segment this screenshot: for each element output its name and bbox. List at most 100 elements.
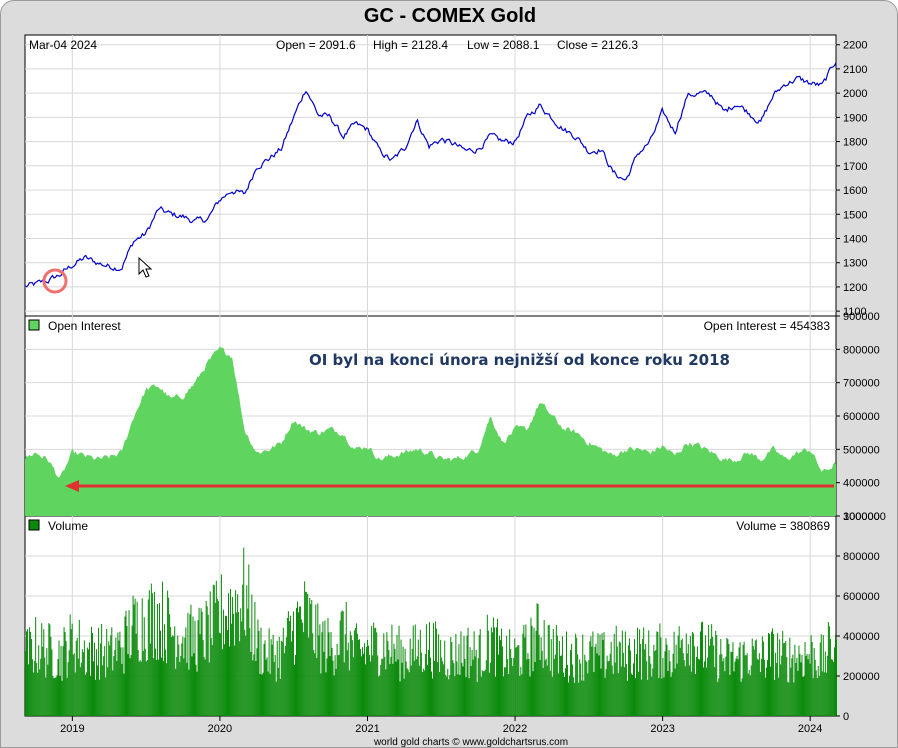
volume-bar bbox=[831, 659, 833, 716]
volume-bar bbox=[80, 662, 82, 716]
volume-bar bbox=[140, 661, 142, 716]
volume-bar bbox=[369, 654, 371, 716]
volume-bar bbox=[350, 635, 352, 716]
volume-bar bbox=[315, 604, 317, 716]
volume-bar bbox=[506, 635, 508, 716]
volume-bar bbox=[87, 649, 89, 716]
volume-bar bbox=[629, 650, 631, 716]
volume-bar bbox=[800, 662, 802, 716]
volume-bar bbox=[421, 672, 423, 716]
y-tick-label: 400000 bbox=[843, 478, 880, 490]
volume-bar bbox=[136, 601, 138, 716]
volume-bar bbox=[121, 663, 123, 716]
volume-bar bbox=[52, 676, 54, 716]
volume-bar bbox=[291, 630, 293, 716]
volume-bar bbox=[31, 639, 33, 716]
volume-bar bbox=[385, 669, 387, 716]
volume-bar bbox=[244, 630, 246, 716]
volume-bar bbox=[354, 628, 356, 716]
volume-bar bbox=[308, 637, 310, 716]
volume-bar bbox=[439, 672, 441, 716]
volume-bar bbox=[764, 677, 766, 716]
volume-bar bbox=[783, 643, 785, 716]
volume-bar bbox=[124, 616, 126, 716]
volume-bar bbox=[801, 655, 803, 716]
open-interest-area bbox=[25, 347, 836, 516]
volume-bar bbox=[46, 648, 48, 716]
volume-bar bbox=[802, 677, 804, 716]
volume-bar bbox=[494, 676, 496, 716]
volume-bar bbox=[762, 641, 764, 716]
volume-bar bbox=[77, 658, 79, 716]
volume-bar bbox=[25, 651, 26, 716]
volume-bar bbox=[149, 643, 151, 716]
volume-bar bbox=[530, 617, 532, 716]
volume-bar bbox=[695, 656, 697, 716]
volume-bar bbox=[731, 652, 733, 716]
volume-bar bbox=[679, 647, 681, 716]
volume-bar bbox=[40, 658, 42, 716]
volume-bar bbox=[305, 591, 307, 716]
oi-value-text: Open Interest = 454383 bbox=[704, 319, 831, 333]
volume-legend-swatch bbox=[28, 519, 40, 531]
volume-bar bbox=[424, 654, 426, 716]
mouse-cursor-icon bbox=[138, 256, 153, 278]
volume-bar bbox=[211, 645, 213, 716]
volume-bar bbox=[288, 621, 290, 716]
volume-bar bbox=[602, 639, 604, 716]
volume-bar bbox=[26, 631, 28, 716]
volume-bar bbox=[575, 633, 577, 716]
volume-bar bbox=[698, 659, 700, 716]
volume-bar bbox=[810, 635, 812, 716]
volume-bar bbox=[477, 658, 479, 716]
volume-bar bbox=[58, 640, 60, 716]
volume-bar bbox=[415, 659, 417, 716]
volume-bar bbox=[37, 672, 39, 716]
volume-bar bbox=[353, 630, 355, 716]
volume-bar bbox=[440, 639, 442, 716]
volume-bar bbox=[495, 627, 497, 716]
volume-bar bbox=[102, 665, 104, 716]
volume-bar bbox=[501, 628, 503, 716]
volume-bar bbox=[422, 668, 424, 716]
volume-bar bbox=[654, 651, 656, 716]
volume-bar bbox=[142, 650, 144, 716]
volume-bar bbox=[394, 649, 396, 716]
volume-bar bbox=[105, 677, 107, 716]
volume-bar bbox=[464, 659, 466, 716]
volume-bar bbox=[194, 620, 196, 716]
volume-bar bbox=[567, 664, 569, 716]
volume-bar bbox=[766, 660, 768, 716]
volume-bar bbox=[73, 653, 75, 716]
volume-bar bbox=[184, 637, 186, 716]
volume-bar bbox=[771, 631, 773, 716]
volume-bar bbox=[611, 665, 613, 716]
volume-bar bbox=[807, 659, 809, 716]
volume-bar bbox=[177, 635, 179, 716]
volume-bar bbox=[554, 654, 556, 716]
volume-bar bbox=[485, 660, 487, 716]
volume-bar bbox=[597, 633, 599, 716]
volume-bar bbox=[220, 574, 222, 716]
x-tick-label: 2023 bbox=[650, 723, 674, 735]
volume-bar bbox=[650, 663, 652, 716]
volume-bar bbox=[107, 667, 109, 716]
volume-bar bbox=[821, 671, 823, 716]
volume-bar bbox=[740, 681, 742, 716]
volume-bar bbox=[53, 678, 55, 716]
volume-bar bbox=[74, 672, 76, 716]
header-open: Open = 2091.6 bbox=[276, 38, 356, 52]
volume-bar bbox=[110, 635, 112, 716]
volume-bar bbox=[35, 617, 37, 716]
volume-bar bbox=[805, 656, 807, 716]
volume-bar bbox=[513, 658, 515, 716]
volume-bar bbox=[594, 647, 596, 716]
volume-bar bbox=[38, 645, 40, 716]
volume-bar bbox=[799, 654, 801, 716]
volume-bar bbox=[608, 661, 610, 716]
volume-bar bbox=[536, 603, 538, 716]
volume-bar bbox=[685, 633, 687, 716]
volume-bar bbox=[372, 655, 374, 716]
volume-bar bbox=[259, 674, 261, 716]
